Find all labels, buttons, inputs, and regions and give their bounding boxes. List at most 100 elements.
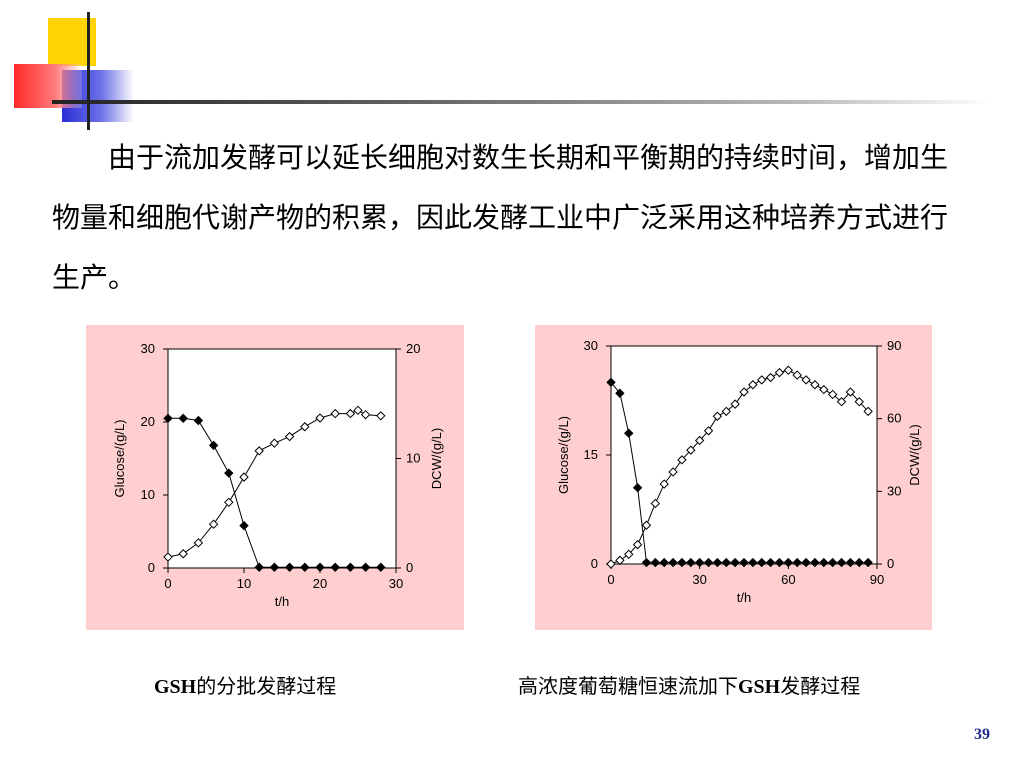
vertical-rule (87, 12, 90, 130)
chart2-series-2-point (615, 555, 625, 566)
chart2-x-tick-label: 90 (870, 572, 884, 587)
chart2-series-2-point (641, 520, 652, 530)
caption-right-text-1: 高浓度葡萄糖恒速流加下 (518, 674, 738, 698)
chart2-series-1-point (712, 557, 723, 568)
chart2-series-1-point (677, 557, 687, 568)
chart2-series-1-point (730, 557, 740, 568)
chart2-y-left-axis-label: Glucose/(g/L) (556, 416, 571, 494)
chart2-series-1-point (783, 557, 794, 568)
chart2-series-2-point (668, 467, 678, 477)
chart2-x-tick-label: 0 (607, 572, 614, 587)
chart1-y-left-tick-label: 10 (141, 487, 155, 502)
chart1-x-tick-label: 10 (237, 576, 251, 591)
chart2-y-right-tick-label: 60 (887, 411, 901, 426)
chart2-plot-area (610, 345, 878, 565)
chart1-series-2-point (269, 438, 280, 448)
chart1-series-1-point (224, 468, 234, 478)
chart2-y-right-tick-label: 30 (887, 483, 901, 498)
chart2-series-1-point (757, 557, 767, 568)
chart2-x-tick-label: 30 (692, 572, 706, 587)
chart2-series-1-point (721, 557, 731, 568)
chart2-series-2-point (677, 455, 687, 465)
chart1-series-1-point (178, 413, 188, 424)
chart1-series-2-point (178, 549, 188, 559)
chart1-y-left-tick-label: 0 (148, 560, 155, 575)
chart2-y-left-tick-label: 15 (584, 447, 598, 462)
chart2-series-1-point (854, 557, 864, 568)
chart1-series-2-point (239, 472, 249, 482)
chart2-series-1-point (641, 557, 652, 568)
chart2-series-2-point (757, 375, 767, 385)
chart2-series-2-point (827, 389, 838, 400)
chart2-series-2-point (703, 426, 714, 436)
chart1-series-2-point (376, 411, 386, 421)
chart1-x-tick-label: 0 (164, 576, 171, 591)
chart2-series-2-point (739, 387, 749, 397)
chart1-y-right-tick-label: 0 (406, 560, 413, 575)
chart1-series-1-point (345, 562, 356, 572)
chart2-series-1-point (606, 377, 616, 388)
chart2-series-1-point (703, 557, 714, 568)
chart1-series-1-point (208, 440, 219, 451)
chart1-series-1-point (360, 562, 371, 572)
chart1-y-left-axis-label: Glucose/(g/L) (112, 419, 127, 497)
chart2-series-2-point (632, 539, 643, 550)
chart1-series-1-point (269, 562, 280, 572)
chart2-series-1-point (765, 557, 776, 568)
chart2-x-axis-label: t/h (737, 590, 751, 605)
chart1-series-2-point (360, 409, 371, 420)
chart-panel-batch: 0 10 20 30 0 10 20 30 0 10 20 t/h Glucose/(g/L) DCW/(… (86, 325, 464, 630)
body-paragraph: 由于流加发酵可以延长细胞对数生长期和平衡期的持续时间，增加生物量和细胞代谢产物的… (52, 141, 949, 294)
caption-right-text-2: 发酵过程 (780, 674, 861, 698)
chart2-series-2-point (801, 375, 811, 385)
chart2-series-2-point (659, 479, 669, 489)
chart1-series-2-point (163, 552, 173, 562)
chart1-y-right-tick-label: 20 (406, 341, 420, 356)
chart2-series-1-point (668, 557, 678, 568)
chart2-series-2-point (810, 380, 820, 390)
chart1-series-2-point (208, 519, 219, 529)
chart2-series-1-point (739, 557, 749, 568)
chart2-series-1-point (845, 557, 856, 568)
chart1-series-2-point (193, 538, 204, 548)
chart1-x-tick-label: 30 (389, 576, 403, 591)
chart2-series-1-point (827, 557, 838, 568)
chart2-series-1-point (659, 557, 669, 568)
caption-right: 高浓度葡萄糖恒速流加下GSH发酵过程 (518, 670, 860, 699)
chart2-y-right-axis-label: DCW/(g/L) (907, 424, 922, 485)
chart2-series-2-point (650, 498, 661, 509)
chart1-series-1-point (239, 520, 249, 531)
chart2-series-1-point (801, 557, 811, 568)
chart2-series-2-point (712, 411, 723, 421)
chart2-series-1-point (615, 388, 625, 398)
chart1-series-1-point (315, 562, 325, 572)
chart1-series-2-point (330, 408, 340, 419)
chart2-y-right-tick-label: 90 (887, 338, 901, 353)
caption-left-gsh: GSH (154, 676, 197, 698)
chart2-series-1-point (632, 482, 643, 493)
chart2-series-2-point (765, 372, 776, 383)
chart2-series-1-point (819, 557, 829, 568)
chart1-series-1-point (163, 413, 173, 424)
chart2-x-tick-label: 60 (781, 572, 795, 587)
chart2-series-2-point (845, 387, 856, 397)
chart2-series-2-point (854, 397, 864, 407)
chart2-series-1-point (694, 557, 705, 568)
chart1-series-2-point (353, 405, 363, 416)
page-number: 39 (974, 726, 990, 743)
chart1-series-1-point (376, 562, 386, 572)
chart1-series-2-point (254, 446, 264, 456)
chart2-series-2-point (783, 365, 794, 375)
chart1-series-1-point (254, 562, 264, 572)
chart2-series-2-point (730, 399, 740, 409)
chart2-series-1-point (836, 557, 847, 568)
chart2-series-2-point (863, 406, 873, 417)
chart2-series-1-point (863, 557, 873, 568)
chart1-series-2-point (224, 497, 234, 508)
chart2-series-2-point (721, 406, 731, 417)
chart2-series-1-point (650, 557, 661, 568)
chart-panel-fedbatch: 0 30 60 90 0 15 30 0 30 60 90 t/h Glucose/(g/L) DCW/(… (535, 325, 932, 630)
chart1-series-2-line (167, 409, 381, 558)
chart2-series-2-point (836, 397, 847, 407)
